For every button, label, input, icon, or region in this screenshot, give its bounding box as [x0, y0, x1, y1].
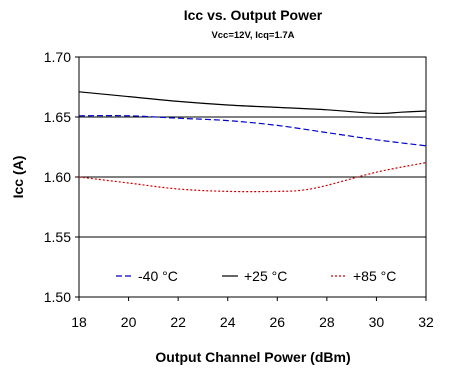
- y-tick-label: 1.70: [44, 49, 71, 65]
- chart-title: Icc vs. Output Power: [184, 7, 323, 23]
- x-tick-label: 28: [319, 314, 335, 330]
- legend-label: +25 °C: [244, 268, 287, 284]
- series-line-2: [78, 162, 427, 193]
- series-lines: [78, 91, 427, 193]
- y-tick-label: 1.60: [44, 169, 71, 185]
- series-line-0: [78, 115, 427, 147]
- y-axis-label: Icc (A): [10, 156, 26, 199]
- x-tick-label: 18: [71, 314, 87, 330]
- y-tick-label: 1.50: [44, 289, 71, 305]
- y-tick-label: 1.55: [44, 229, 71, 245]
- y-tick-label: 1.65: [44, 109, 71, 125]
- chart-subtitle: Vcc=12V, Icq=1.7A: [211, 30, 294, 41]
- series-line-1: [78, 91, 427, 115]
- x-axis-label: Output Channel Power (dBm): [155, 349, 350, 365]
- x-tick-label: 20: [121, 314, 137, 330]
- x-tick-label: 32: [418, 314, 434, 330]
- x-tick-label: 24: [220, 314, 236, 330]
- legend-label: -40 °C: [138, 268, 178, 284]
- axis-ticks: 1.50 1.55 1.60 1.65 1.70 18 20 22 24 26 28 30 32: [44, 49, 434, 330]
- legend: -40 °C +25 °C +85 °C: [116, 268, 396, 284]
- legend-label: +85 °C: [353, 268, 396, 284]
- x-tick-label: 30: [369, 314, 385, 330]
- x-tick-label: 26: [269, 314, 285, 330]
- grid: [79, 116, 426, 238]
- x-tick-label: 22: [170, 314, 186, 330]
